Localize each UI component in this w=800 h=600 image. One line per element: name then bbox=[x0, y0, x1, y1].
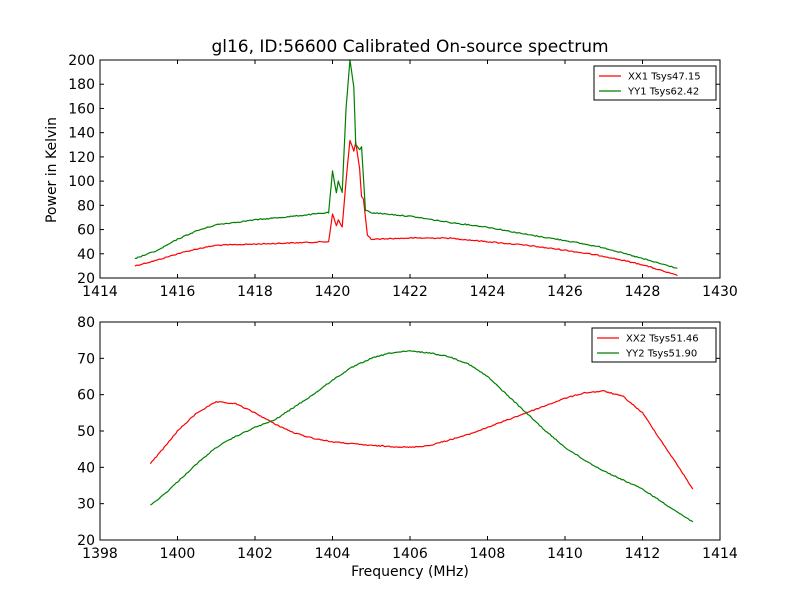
y-tick-label: 80 bbox=[77, 198, 95, 214]
x-tick-label: 1410 bbox=[547, 546, 583, 562]
x-tick-label: 1406 bbox=[392, 546, 428, 562]
legend-label: YY1 Tsys62.42 bbox=[627, 87, 699, 98]
top-panel: 1414 1416 1418 1420 1422 1424 1426 1428 1430 20 40… bbox=[68, 53, 738, 300]
y-tick-label: 60 bbox=[77, 388, 95, 404]
x-tick-label: 1422 bbox=[392, 284, 428, 300]
y-tick-label: 20 bbox=[77, 271, 95, 287]
x-tick-label: 1404 bbox=[315, 546, 351, 562]
x-tick-label: 1418 bbox=[237, 284, 273, 300]
y-tick-label: 160 bbox=[68, 101, 95, 117]
x-tick-label: 1402 bbox=[237, 546, 273, 562]
series-line-0-1 bbox=[134, 59, 678, 269]
x-tick-label: 1398 bbox=[82, 546, 118, 562]
y-tick-label: 100 bbox=[68, 174, 95, 190]
x-tick-label: 1408 bbox=[470, 546, 506, 562]
bottom-panel: 1398 1400 1402 1404 1406 1408 1410 1412 1414 20 30… bbox=[77, 315, 738, 562]
legend-label: YY2 Tsys51.90 bbox=[625, 349, 697, 360]
x-tick-label: 1426 bbox=[547, 284, 583, 300]
x-tick-label: 1414 bbox=[82, 284, 118, 300]
x-tick-label: 1430 bbox=[702, 284, 738, 300]
x-tick-label: 1428 bbox=[625, 284, 661, 300]
y-tick-label: 180 bbox=[68, 77, 95, 93]
x-tick-label: 1416 bbox=[160, 284, 196, 300]
legend-box-1 bbox=[591, 327, 717, 363]
x-tick-label: 1412 bbox=[625, 546, 661, 562]
chart-title-top: gl16, ID:56600 Calibrated On-source spec… bbox=[211, 37, 608, 57]
y-tick-label: 20 bbox=[77, 533, 95, 549]
x-tick-label: 1424 bbox=[470, 284, 506, 300]
x-axis-label-bottom: Frequency (MHz) bbox=[351, 564, 469, 580]
legend-box-0 bbox=[593, 65, 717, 101]
y-tick-label: 50 bbox=[77, 424, 95, 440]
x-tick-label: 1400 bbox=[160, 546, 196, 562]
x-tick-label: 1420 bbox=[315, 284, 351, 300]
series-line-1-1 bbox=[150, 350, 694, 523]
y-tick-label: 70 bbox=[77, 351, 95, 367]
y-tick-label: 120 bbox=[68, 150, 95, 166]
y-tick-label: 200 bbox=[68, 53, 95, 69]
y-tick-label: 30 bbox=[77, 497, 95, 513]
x-tick-label: 1414 bbox=[702, 546, 738, 562]
y-tick-label: 60 bbox=[77, 223, 95, 239]
series-line-1-0 bbox=[149, 389, 694, 490]
series-line-0-0 bbox=[134, 139, 678, 277]
legend-label: XX1 Tsys47.15 bbox=[628, 72, 701, 83]
y-tick-label: 40 bbox=[77, 247, 95, 263]
y-tick-label: 80 bbox=[77, 315, 95, 331]
y-tick-label: 40 bbox=[77, 460, 95, 476]
y-tick-label: 140 bbox=[68, 126, 95, 142]
legend-label: XX2 Tsys51.46 bbox=[626, 334, 699, 345]
y-axis-label-top: Power in Kelvin bbox=[44, 117, 60, 223]
